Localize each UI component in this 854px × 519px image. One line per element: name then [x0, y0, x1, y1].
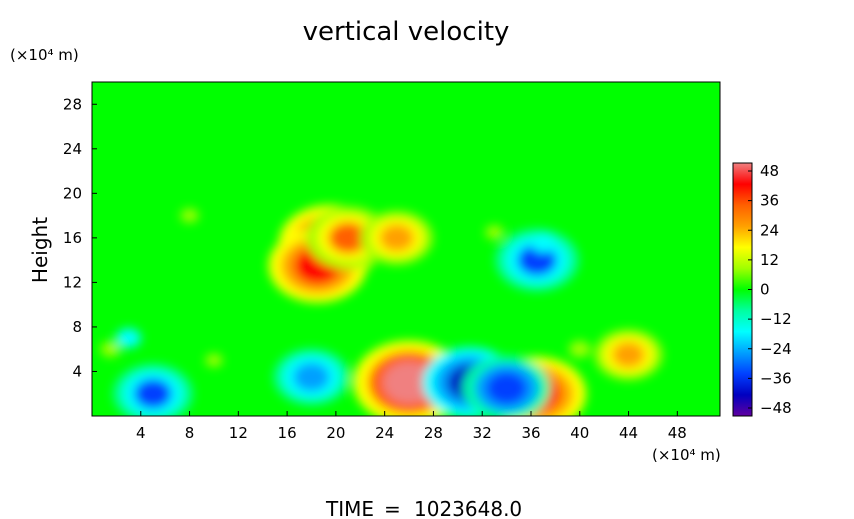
time-value: 1023648.0 [414, 497, 522, 519]
x-axis-ticks: 4 8 12 16 20 24 28 32 36 40 44 48 [136, 411, 687, 442]
velocity-cell [486, 371, 528, 405]
x-axis-unit: (×10⁴ m) [652, 446, 721, 464]
x-tick-label: 40 [570, 424, 589, 442]
velocity-cell [293, 362, 330, 392]
y-tick-label: 16 [63, 229, 82, 247]
colorbar-tick-label: −36 [760, 369, 792, 387]
velocity-cell [612, 342, 645, 368]
y-axis-ticks: 4 8 12 16 20 24 28 [63, 95, 97, 380]
x-tick-label: 16 [278, 424, 297, 442]
x-tick-label: 48 [668, 424, 687, 442]
colorbar-tick-label: 36 [760, 192, 779, 210]
colorbar-tick-label: 48 [760, 162, 779, 180]
colorbar-tick-label: −12 [760, 310, 792, 328]
velocity-cell [382, 361, 436, 404]
y-tick-label: 20 [63, 184, 82, 202]
y-tick-label: 24 [63, 140, 82, 158]
x-tick-label: 8 [185, 424, 195, 442]
x-tick-label: 24 [375, 424, 394, 442]
colorbar-tick-label: −48 [760, 399, 792, 417]
x-tick-label: 20 [326, 424, 345, 442]
velocity-cell [100, 341, 121, 357]
y-axis-label: Height [28, 217, 52, 283]
velocity-cell [328, 222, 368, 254]
velocity-cell [205, 353, 223, 367]
time-label: TIME [325, 497, 374, 519]
colorbar-tick-label: −24 [760, 340, 792, 358]
x-tick-label: 28 [424, 424, 443, 442]
x-tick-label: 12 [229, 424, 248, 442]
colorbar: 48 36 24 12 0 −12 −24 −36 −48 [732, 162, 792, 417]
velocity-cell [531, 234, 555, 253]
time-equals: = [384, 497, 401, 519]
y-tick-label: 12 [63, 273, 82, 291]
colorbar-ticks: 48 36 24 12 0 −12 −24 −36 −48 [748, 162, 792, 417]
colorbar-tick-label: 12 [760, 251, 779, 269]
y-tick-label: 28 [63, 95, 82, 113]
y-tick-label: 4 [72, 362, 82, 380]
velocity-cell [379, 224, 414, 252]
chart-title: vertical velocity [303, 17, 510, 47]
colorbar-tick-label: 24 [760, 221, 779, 239]
plot-frame [91, 81, 721, 417]
velocity-cell [485, 225, 504, 240]
x-tick-label: 4 [136, 424, 146, 442]
velocity-cell [517, 244, 557, 276]
y-tick-label: 8 [72, 318, 82, 336]
colorbar-tick-label: 0 [760, 281, 770, 299]
x-tick-label: 36 [521, 424, 540, 442]
x-tick-label: 44 [619, 424, 638, 442]
velocity-cell [568, 340, 591, 358]
velocity-cell [134, 378, 172, 409]
velocity-cell [180, 208, 199, 223]
velocity-field [100, 205, 663, 416]
time-footer: TIME = 1023648.0 [325, 497, 522, 519]
x-tick-label: 32 [473, 424, 492, 442]
plot-area [92, 82, 720, 416]
velocity-cell [116, 328, 142, 348]
y-axis-unit: (×10⁴ m) [10, 46, 79, 64]
